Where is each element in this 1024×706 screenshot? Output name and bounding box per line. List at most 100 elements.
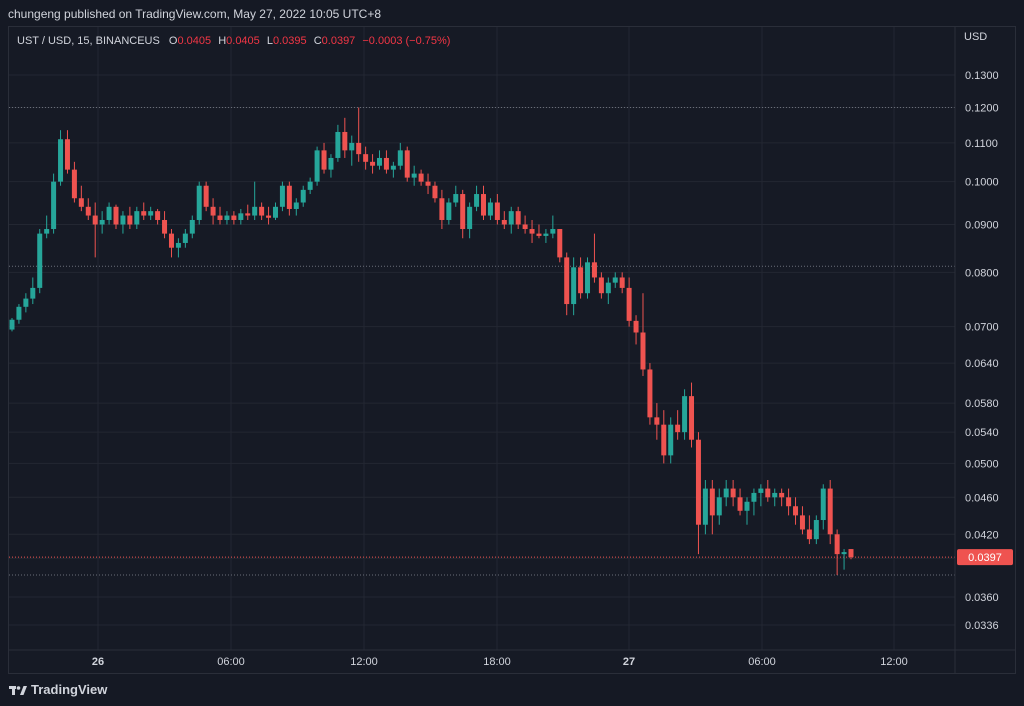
candle-body: [51, 181, 57, 230]
candle-body: [543, 233, 549, 236]
candle-body: [252, 206, 258, 216]
candle-body: [619, 277, 625, 288]
candle-body: [467, 206, 473, 230]
candle-body: [113, 206, 119, 225]
candle-body: [314, 150, 320, 182]
candle-body: [335, 131, 341, 158]
x-tick-label: 12:00: [880, 656, 908, 668]
candle-body: [799, 515, 805, 530]
candle-body: [376, 157, 382, 166]
candle-body: [564, 257, 570, 305]
currency-label[interactable]: USD: [964, 31, 988, 43]
candle-body: [418, 173, 424, 182]
candle-body: [716, 497, 722, 516]
candle-body: [266, 215, 272, 218]
top-bar: chungeng published on TradingView.com, M…: [0, 0, 1024, 26]
y-tick-label: 0.0900: [965, 219, 999, 231]
y-tick-label: 0.0500: [965, 458, 999, 470]
candle-body: [439, 198, 445, 220]
y-tick-label: 0.1200: [965, 103, 999, 115]
candle-body: [585, 262, 591, 294]
candle-body: [626, 287, 632, 321]
candle-body: [175, 242, 181, 248]
candle-body: [397, 150, 403, 166]
candle-body: [765, 488, 771, 498]
candle-body: [370, 161, 376, 166]
candle-body: [695, 439, 701, 525]
candle-body: [682, 396, 688, 433]
y-tick-label: 0.0460: [965, 492, 999, 504]
candle-body: [432, 185, 438, 199]
candle-body: [411, 173, 417, 178]
candle-body: [162, 219, 168, 234]
candle-body: [44, 229, 50, 234]
candle-body: [654, 417, 660, 425]
candle-body: [279, 185, 285, 207]
candle-body: [286, 185, 292, 209]
candle-body: [848, 549, 854, 558]
candle-body: [64, 139, 70, 170]
close-value: 0.0397: [321, 35, 356, 47]
candle-body: [189, 219, 195, 234]
candle-body: [85, 206, 91, 216]
candle-body: [702, 488, 708, 525]
candle-body: [550, 229, 556, 234]
candle-body: [210, 206, 216, 216]
candle-body: [751, 492, 757, 502]
candle-body: [134, 211, 140, 225]
candle-body: [758, 488, 764, 493]
candle-body: [120, 215, 126, 225]
low-label: L: [266, 35, 273, 47]
candle-body: [834, 534, 840, 555]
last-price-tag: [957, 549, 1013, 566]
candle-body: [709, 488, 715, 516]
candle-body: [238, 213, 244, 220]
candle-body: [793, 506, 799, 516]
candle-body: [16, 306, 22, 320]
x-tick-label: 06:00: [217, 656, 245, 668]
candle-body: [92, 215, 98, 225]
candle-body: [99, 219, 105, 225]
candle-body: [640, 332, 646, 370]
candle-body: [494, 202, 500, 220]
candle-body: [363, 154, 369, 162]
candle-body: [647, 369, 653, 418]
y-tick-label: 0.0640: [965, 358, 999, 370]
x-tick-label: 27: [623, 656, 635, 668]
candle-body: [390, 165, 396, 170]
candle-body: [501, 219, 507, 225]
y-tick-label: 0.0336: [965, 620, 999, 632]
candle-body: [293, 202, 299, 209]
close-label: C: [313, 35, 322, 47]
symbol-label[interactable]: UST / USD, 15, BINANCEUS: [17, 35, 160, 47]
candle-body: [453, 194, 459, 203]
candle-body: [259, 206, 265, 216]
candle-body: [474, 194, 480, 207]
y-tick-label: 0.0420: [965, 529, 999, 541]
candle-body: [786, 497, 792, 507]
x-tick-label: 18:00: [483, 656, 511, 668]
tradingview-logo[interactable]: TradingView: [9, 682, 107, 697]
y-tick-label: 0.0700: [965, 322, 999, 334]
candle-body: [78, 198, 84, 207]
candle-body: [231, 215, 237, 220]
tradingview-logo-icon: [9, 685, 27, 695]
candle-body: [689, 396, 695, 440]
candle-body: [383, 157, 389, 170]
candle-body: [155, 211, 161, 220]
candle-body: [224, 215, 230, 220]
chart-panel[interactable]: [8, 26, 1016, 674]
candle-body: [342, 131, 348, 151]
candle-body: [328, 157, 334, 170]
candle-body: [661, 424, 667, 456]
y-tick-label: 0.0800: [965, 267, 999, 279]
candle-body: [460, 194, 466, 230]
candle-body: [633, 320, 639, 333]
candle-body: [356, 142, 362, 155]
candle-body: [404, 150, 410, 178]
y-tick-label: 0.0540: [965, 427, 999, 439]
x-tick-label: 12:00: [350, 656, 378, 668]
candle-body: [168, 233, 174, 248]
bottom-bar: [0, 676, 1024, 706]
